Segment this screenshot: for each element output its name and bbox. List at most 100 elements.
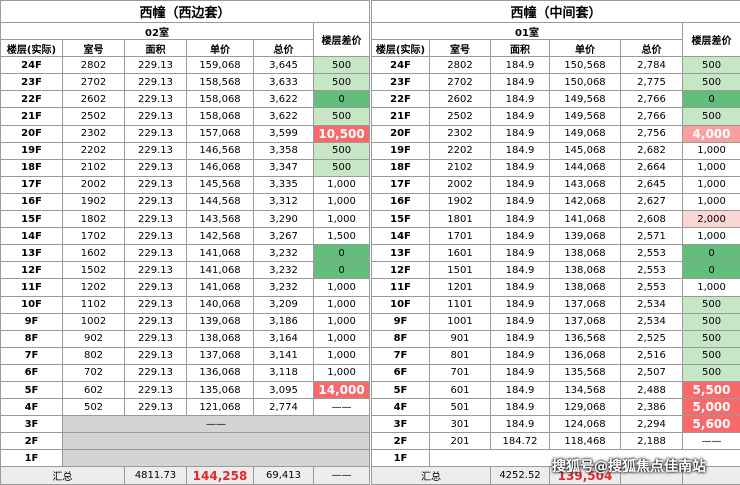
data-row: 2F: [1, 433, 370, 450]
data-cell: 502: [63, 399, 125, 416]
watermark: 搜狐号@搜狐焦点佳南站: [552, 456, 706, 476]
data-cell: 184.9: [491, 245, 550, 262]
total-text: 2,534: [637, 316, 666, 327]
total-cell: 3,633: [254, 74, 314, 91]
total-cell: 3,312: [254, 193, 314, 210]
total-cell: 3,118: [254, 364, 314, 381]
total-cell: 3,599: [254, 125, 314, 142]
total-text: 3,599: [269, 128, 298, 139]
diff-cell: 500: [683, 330, 740, 347]
data-cell: 2502: [430, 108, 491, 125]
data-cell: 1702: [63, 228, 125, 245]
data-cell: 139,068: [550, 228, 621, 245]
header-cell: 单价: [187, 40, 254, 57]
total-text: 2,627: [637, 196, 666, 207]
data-cell: 1102: [63, 296, 125, 313]
data-cell: 1902: [430, 193, 491, 210]
data-cell: 1601: [430, 245, 491, 262]
floor-cell: 17F: [1, 176, 63, 193]
data-cell: 801: [430, 347, 491, 364]
unit-row: 01室楼层差价: [372, 23, 740, 40]
blank-cell: ——: [63, 416, 370, 433]
data-cell: 129,068: [550, 399, 621, 416]
total-text: 2,553: [637, 265, 666, 276]
diff-cell: 500: [314, 142, 370, 159]
floor-cell: 2F: [372, 433, 430, 450]
data-cell: 118,468: [550, 433, 621, 450]
floor-cell: 5F: [372, 381, 430, 398]
total-row-cell: 4252.52: [491, 467, 550, 485]
header-cell: 总价: [254, 40, 314, 57]
data-cell: 184.9: [491, 381, 550, 398]
total-cell: 3,290: [254, 211, 314, 228]
floor-cell: 8F: [1, 330, 63, 347]
data-cell: 1602: [63, 245, 125, 262]
data-cell: 146,568: [187, 142, 254, 159]
data-cell: 1101: [430, 296, 491, 313]
data-cell: 229.13: [125, 57, 187, 74]
diff-cell: 5,600: [683, 416, 740, 433]
total-text: 2,386: [637, 402, 666, 413]
floor-cell: 23F: [372, 74, 430, 91]
diff-cell: 500: [683, 313, 740, 330]
data-cell: 229.13: [125, 296, 187, 313]
diff-cell: ——: [314, 399, 370, 416]
total-cell: 2,294: [621, 416, 683, 433]
data-cell: 1801: [430, 211, 491, 228]
header-cell: 面积: [491, 40, 550, 57]
total-text: 2,664: [637, 162, 666, 173]
total-text: 2,774: [269, 402, 298, 413]
floor-cell: 23F: [1, 74, 63, 91]
data-cell: 229.13: [125, 313, 187, 330]
floor-cell: 15F: [372, 211, 430, 228]
total-text: 3,095: [269, 385, 298, 396]
total-cell: 3,267: [254, 228, 314, 245]
diff-cell: 5,500: [683, 381, 740, 398]
floor-cell: 16F: [1, 193, 63, 210]
total-text: 2,571: [637, 231, 666, 242]
data-cell: 141,068: [550, 211, 621, 228]
floor-cell: 4F: [372, 399, 430, 416]
floor-cell: 19F: [1, 142, 63, 159]
total-cell: 3,186: [254, 313, 314, 330]
diff-cell: 0: [683, 245, 740, 262]
diff-cell: 1,000: [314, 330, 370, 347]
diff-cell: 1,000: [683, 228, 740, 245]
data-cell: 229.13: [125, 74, 187, 91]
diff-cell: 4,000: [683, 125, 740, 142]
floor-cell: 24F: [1, 57, 63, 74]
diff-cell: 1,000: [683, 159, 740, 176]
diff-cell: 0: [314, 245, 370, 262]
diff-cell: 0: [683, 91, 740, 108]
total-row-cell: 144,258: [187, 467, 254, 485]
total-cell: 2,534: [621, 313, 683, 330]
diff-cell: 500: [314, 74, 370, 91]
floor-cell: 19F: [372, 142, 430, 159]
total-cell: 2,766: [621, 108, 683, 125]
floor-cell: 15F: [1, 211, 63, 228]
data-cell: 229.13: [125, 176, 187, 193]
floor-cell: 21F: [1, 108, 63, 125]
total-text: 2,188: [637, 436, 666, 447]
data-cell: 2002: [63, 176, 125, 193]
diff-cell: 1,000: [314, 211, 370, 228]
diff-cell: 1,000: [314, 176, 370, 193]
data-cell: 2202: [430, 142, 491, 159]
diff-cell: 1,000: [314, 296, 370, 313]
